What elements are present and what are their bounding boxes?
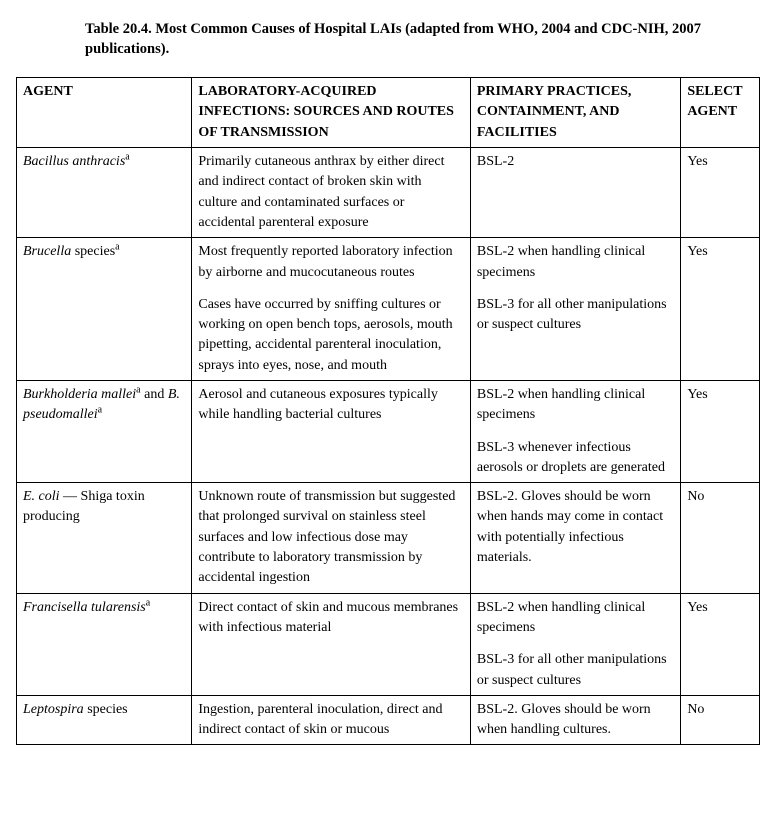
- cell-agent: Burkholderia malleia and B. pseudomallei…: [17, 380, 192, 482]
- cell-practices: BSL-2: [470, 148, 680, 238]
- header-sources: LABORATORY-ACQUIRED INFECTIONS: SOURCES …: [192, 78, 470, 148]
- cell-practices: BSL-2 when handling clinical specimensBS…: [470, 593, 680, 695]
- cell-agent: Bacillus anthracisa: [17, 148, 192, 238]
- header-row: AGENT LABORATORY-ACQUIRED INFECTIONS: SO…: [17, 78, 760, 148]
- header-agent: AGENT: [17, 78, 192, 148]
- cell-select: No: [681, 695, 760, 745]
- cell-agent: Leptospira species: [17, 695, 192, 745]
- cell-select: No: [681, 483, 760, 593]
- table-row: Brucella speciesaMost frequently reporte…: [17, 238, 760, 381]
- cell-sources: Most frequently reported laboratory infe…: [192, 238, 470, 381]
- header-select: SELECT AGENT: [681, 78, 760, 148]
- cell-select: Yes: [681, 380, 760, 482]
- lai-table: AGENT LABORATORY-ACQUIRED INFECTIONS: SO…: [16, 77, 760, 745]
- table-caption: Table 20.4. Most Common Causes of Hospit…: [85, 20, 738, 59]
- cell-agent: Brucella speciesa: [17, 238, 192, 381]
- cell-sources: Direct contact of skin and mucous membra…: [192, 593, 470, 695]
- table-row: Francisella tularensisaDirect contact of…: [17, 593, 760, 695]
- table-body: Bacillus anthracisaPrimarily cutaneous a…: [17, 148, 760, 745]
- header-practices: PRIMARY PRACTICES, CONTAINMENT, AND FACI…: [470, 78, 680, 148]
- cell-practices: BSL-2 when handling clinical specimensBS…: [470, 380, 680, 482]
- cell-practices: BSL-2. Gloves should be worn when hands …: [470, 483, 680, 593]
- cell-select: Yes: [681, 238, 760, 381]
- cell-agent: E. coli — Shiga toxin producing: [17, 483, 192, 593]
- cell-practices: BSL-2. Gloves should be worn when handli…: [470, 695, 680, 745]
- table-row: Burkholderia malleia and B. pseudomallei…: [17, 380, 760, 482]
- table-row: E. coli — Shiga toxin producingUnknown r…: [17, 483, 760, 593]
- cell-sources: Primarily cutaneous anthrax by either di…: [192, 148, 470, 238]
- cell-practices: BSL-2 when handling clinical specimensBS…: [470, 238, 680, 381]
- table-row: Leptospira speciesIngestion, parenteral …: [17, 695, 760, 745]
- cell-agent: Francisella tularensisa: [17, 593, 192, 695]
- table-row: Bacillus anthracisaPrimarily cutaneous a…: [17, 148, 760, 238]
- cell-sources: Ingestion, parenteral inoculation, direc…: [192, 695, 470, 745]
- cell-select: Yes: [681, 148, 760, 238]
- cell-sources: Aerosol and cutaneous exposures typicall…: [192, 380, 470, 482]
- cell-select: Yes: [681, 593, 760, 695]
- cell-sources: Unknown route of transmission but sugges…: [192, 483, 470, 593]
